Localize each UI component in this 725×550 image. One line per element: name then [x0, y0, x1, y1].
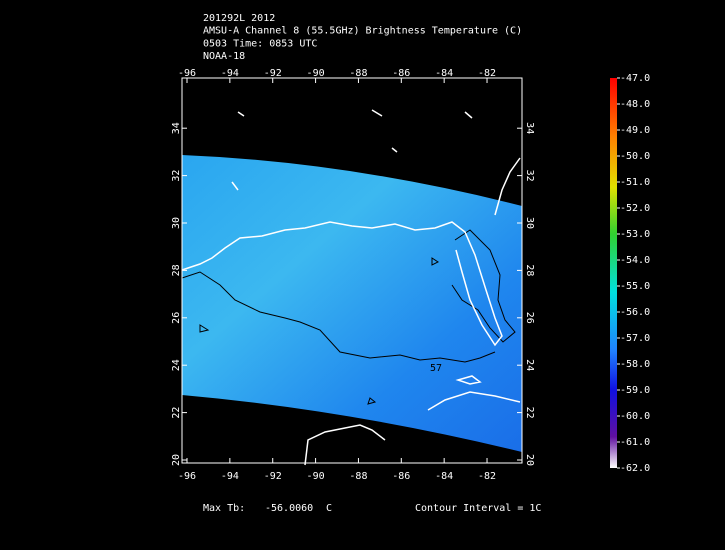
- header-line: 201292L 2012: [203, 13, 275, 24]
- lat-tick-label: 26: [171, 312, 182, 324]
- lat-tick-label: 32: [524, 170, 535, 182]
- colorbar-label: -57.0: [620, 333, 650, 344]
- lon-tick-label: -82: [478, 471, 496, 482]
- coastlines: [181, 109, 521, 466]
- lon-tick-label: -88: [349, 471, 367, 482]
- header-line: 0503 Time: 0853 UTC: [203, 38, 317, 49]
- lat-tick-label: 20: [171, 454, 182, 466]
- lon-tick-label: -92: [264, 68, 282, 79]
- lat-tick-label: 28: [171, 264, 182, 276]
- colorbar-label: -48.0: [620, 99, 650, 110]
- colorbar-label: -53.0: [620, 229, 650, 240]
- lon-tick-label: -86: [392, 471, 410, 482]
- lat-tick-label: 20: [524, 454, 535, 466]
- colorbar-label: -51.0: [620, 177, 650, 188]
- contour-interval: Contour Interval = 1C: [415, 503, 541, 514]
- colorbar: [610, 78, 617, 468]
- colorbar-label: -60.0: [620, 411, 650, 422]
- colorbar-label: -54.0: [620, 255, 650, 266]
- lon-tick-label: -82: [478, 68, 496, 79]
- lon-tick-label: -96: [178, 471, 196, 482]
- contour-label: 57: [430, 363, 442, 374]
- colorbar-label: -50.0: [620, 151, 650, 162]
- lon-tick-label: -84: [435, 68, 453, 79]
- max-value: -56.0060: [265, 503, 313, 514]
- lat-tick-label: 30: [171, 217, 182, 229]
- colorbar-label: -52.0: [620, 203, 650, 214]
- data-swath: [182, 155, 522, 452]
- max-unit: C: [326, 503, 332, 514]
- lat-tick-label: 32: [171, 170, 182, 182]
- lon-tick-label: -92: [264, 471, 282, 482]
- lon-tick-label: -94: [221, 471, 239, 482]
- colorbar-label: -61.0: [620, 437, 650, 448]
- lon-tick-label: -88: [349, 68, 367, 79]
- lon-tick-label: -94: [221, 68, 239, 79]
- lat-tick-label: 30: [524, 217, 535, 229]
- lat-tick-label: 24: [524, 359, 535, 371]
- lat-tick-label: 24: [171, 359, 182, 371]
- lat-tick-label: 28: [524, 264, 535, 276]
- contours: [181, 229, 516, 405]
- lat-tick-label: 26: [524, 312, 535, 324]
- colorbar-label: -59.0: [620, 385, 650, 396]
- colorbar-label: -49.0: [620, 125, 650, 136]
- header-line: NOAA-18: [203, 51, 245, 62]
- lat-tick-label: 22: [524, 407, 535, 419]
- colorbar-label: -56.0: [620, 307, 650, 318]
- lat-tick-label: 22: [171, 407, 182, 419]
- lat-tick-label: 34: [171, 122, 182, 134]
- colorbar-label: -55.0: [620, 281, 650, 292]
- colorbar-label: -62.0: [620, 463, 650, 474]
- lon-tick-label: -96: [178, 68, 196, 79]
- max-label: Max Tb:: [203, 503, 245, 514]
- colorbar-label: -47.0: [620, 73, 650, 84]
- lon-tick-label: -90: [307, 471, 325, 482]
- colorbar-label: -58.0: [620, 359, 650, 370]
- lon-tick-label: -84: [435, 471, 453, 482]
- lon-tick-label: -86: [392, 68, 410, 79]
- lon-tick-label: -90: [307, 68, 325, 79]
- lat-tick-label: 34: [524, 122, 535, 134]
- header-line: AMSU-A Channel 8 (55.5GHz) Brightness Te…: [203, 26, 522, 37]
